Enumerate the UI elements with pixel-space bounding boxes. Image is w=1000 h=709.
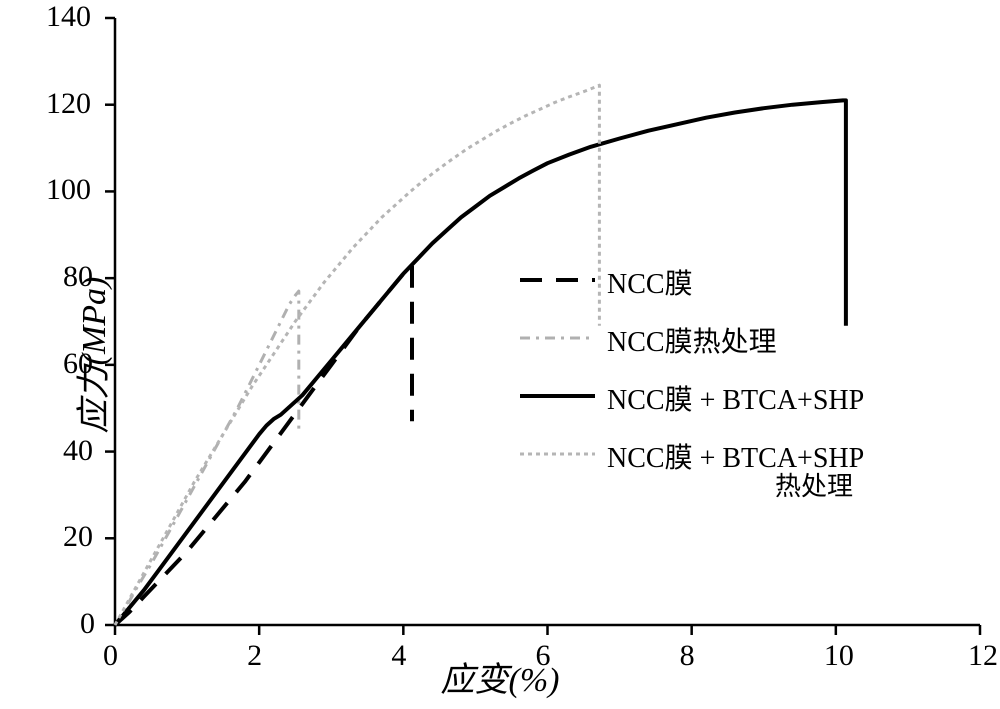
y-tick-label: 120 [46,87,91,121]
y-tick-label: 40 [63,434,93,468]
legend-label-ncc-film: NCC膜 [607,262,693,302]
chart-svg [0,0,1000,709]
x-tick-label: 12 [968,639,998,673]
y-tick-label: 80 [63,260,93,294]
axes [105,18,980,635]
y-tick-label: 60 [63,347,93,381]
y-tick-label: 20 [63,520,93,554]
legend-lines [520,280,595,454]
x-tick-label: 2 [247,639,262,673]
series-ncc-btca-shp-heat [115,85,599,625]
y-tick-label: 0 [80,607,95,641]
y-tick-label: 140 [46,0,91,34]
x-tick-label: 10 [824,639,854,673]
x-tick-label: 4 [391,639,406,673]
legend-label-ncc-heat: NCC膜热处理 [607,320,777,360]
x-tick-label: 8 [680,639,695,673]
legend-sublabel-ncc-btca-shp-heat: 热处理 [775,466,853,503]
y-tick-label: 100 [46,173,91,207]
x-tick-label: 0 [103,639,118,673]
legend-label-ncc-btca-shp: NCC膜 + BTCA+SHP [607,378,864,418]
x-tick-label: 6 [536,639,551,673]
stress-strain-chart: 应力(MPa) 应变(%) 02468101202040608010012014… [0,0,1000,709]
series-ncc-btca-shp [115,100,846,625]
